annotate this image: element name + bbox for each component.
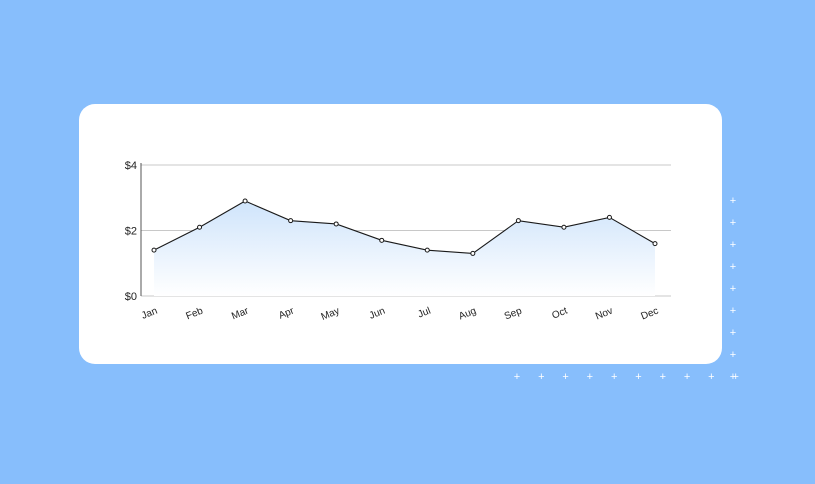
plus-icon: +	[683, 371, 691, 383]
plus-icon: +	[729, 217, 737, 229]
plus-icon: +	[729, 305, 737, 317]
data-point-may	[333, 221, 339, 227]
plus-icon: +	[708, 371, 715, 383]
y-tick-label-4: $4	[125, 160, 137, 172]
x-tick-label-aug: Aug	[457, 306, 478, 323]
plus-icon: +	[729, 261, 737, 273]
area-fill	[154, 201, 655, 296]
plus-icon: +	[729, 195, 737, 207]
data-point-mar	[242, 198, 248, 204]
plus-icon: +	[729, 283, 737, 295]
data-point-dec	[652, 241, 658, 247]
data-point-jun	[379, 237, 385, 243]
data-point-feb	[197, 224, 203, 230]
plus-icon: +	[729, 349, 737, 361]
data-point-jul	[424, 247, 430, 253]
plus-icon: +	[562, 371, 569, 383]
line-chart: $0 $2 $4 Jan Feb Mar Apr May Jun Jul Aug Sep Oct Nov D…	[125, 160, 671, 323]
x-tick-label-mar: Mar	[230, 305, 251, 322]
data-point-apr	[288, 218, 294, 224]
x-tick-label-sep: Sep	[503, 305, 524, 322]
plus-icon: +	[729, 371, 737, 383]
y-tick-label-2: $2	[125, 226, 137, 238]
plus-icon: +	[538, 371, 545, 383]
chart-card: $0 $2 $4 Jan Feb Mar Apr May Jun Jul Aug Sep Oct Nov D…	[79, 104, 722, 364]
plus-icon: +	[729, 327, 737, 339]
x-tick-label-oct: Oct	[550, 306, 569, 322]
x-tick-label-dec: Dec	[640, 306, 661, 323]
plus-icon: +	[732, 371, 739, 383]
series-line	[153, 200, 656, 254]
x-tick-label-apr: Apr	[277, 305, 296, 321]
data-point-sep	[515, 218, 521, 224]
data-point-nov	[606, 214, 612, 220]
plus-icon: +	[635, 371, 642, 383]
y-tick-label-0: $0	[125, 291, 137, 303]
x-tick-label-may: May	[320, 306, 342, 323]
x-tick-label-jul: Jul	[416, 306, 432, 321]
plus-icon: +	[513, 371, 521, 383]
x-tick-label-jan: Jan	[140, 306, 159, 322]
plus-icon: +	[586, 371, 594, 383]
x-tick-label-jun: Jun	[368, 306, 387, 322]
data-point-aug	[470, 250, 476, 256]
plus-icon: +	[659, 371, 667, 383]
plus-icon: +	[729, 239, 737, 251]
data-point-jan	[151, 247, 157, 253]
x-tick-label-feb: Feb	[185, 305, 206, 322]
x-tick-label-nov: Nov	[594, 306, 615, 323]
data-point-oct	[561, 224, 567, 230]
plus-icon: +	[610, 371, 618, 383]
